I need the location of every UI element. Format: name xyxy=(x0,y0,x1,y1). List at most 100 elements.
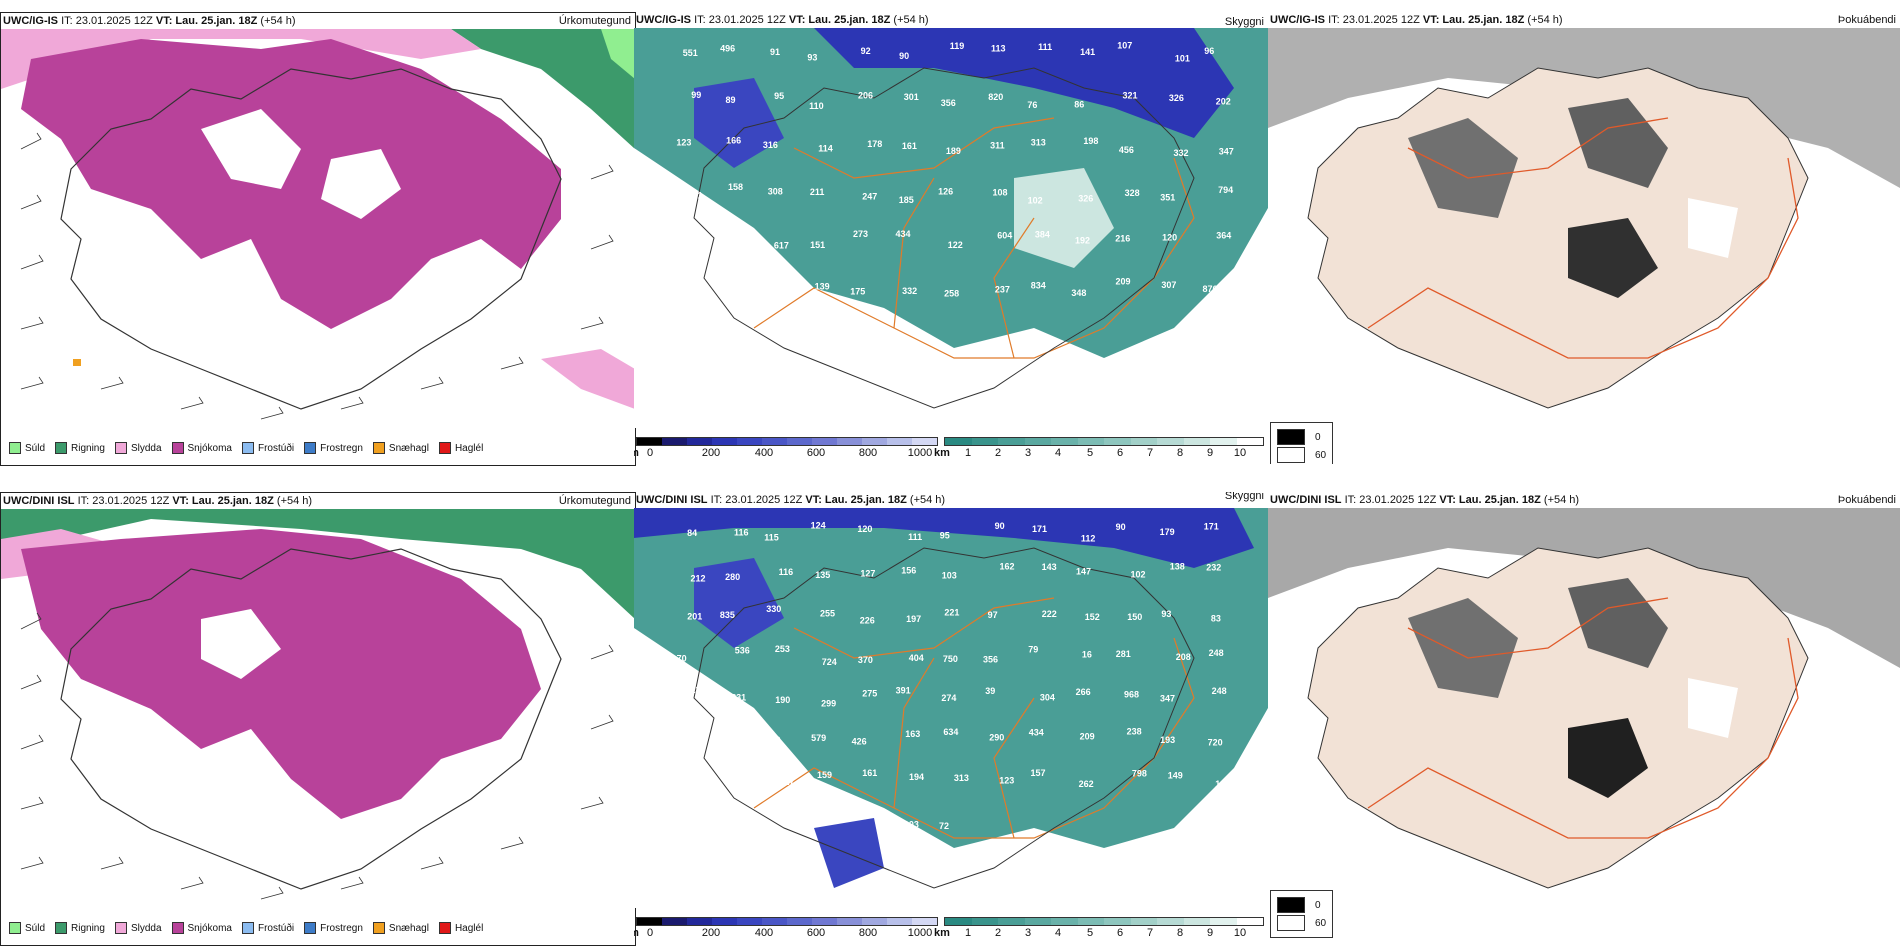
valid-time: VT: Lau. 25.jan. 18Z xyxy=(1422,14,1525,26)
ceiling-label: 127 xyxy=(860,568,875,578)
model-name: UWC/IG-IS xyxy=(636,14,691,26)
ceiling-label: 70 xyxy=(677,654,687,664)
ceiling-label: 332 xyxy=(902,286,917,296)
ceiling-label: 231 xyxy=(691,685,706,695)
colorbar-swatch xyxy=(737,438,762,445)
ceiling-label: 395 xyxy=(852,812,867,822)
init-time: IT: 23.01.2025 12Z xyxy=(61,15,153,27)
vis-tick: 3 xyxy=(1024,927,1032,939)
ceiling-label: 273 xyxy=(853,229,868,239)
ceiling-label: 347 xyxy=(819,814,834,824)
ceiling-label: 274 xyxy=(941,693,956,703)
ceiling-label: 102 xyxy=(1028,195,1043,205)
init-time: IT: 23.01.2025 12Z xyxy=(710,494,803,506)
ceiling-label: 280 xyxy=(725,572,740,582)
ceiling-label: 426 xyxy=(852,736,867,746)
ceiling-label: 434 xyxy=(896,229,911,239)
panel-header: UWC/DINI ISL IT: 23.01.2025 12Z VT: Lau.… xyxy=(3,495,312,507)
legend-item-hail: Haglél xyxy=(438,442,483,454)
lead-time: (+54 h) xyxy=(909,494,946,506)
ceiling-label: 175 xyxy=(850,286,865,296)
iceland-outline xyxy=(60,68,562,410)
ceiling-label: 122 xyxy=(948,240,963,250)
ceiling-label: 124 xyxy=(811,521,826,531)
ceiling-label: 135 xyxy=(815,570,830,580)
model-name: UWC/IG-IS xyxy=(1270,14,1325,26)
precip-map xyxy=(1,509,635,909)
panel-title: Þokuábendi xyxy=(1837,14,1896,26)
fog-low-swatch xyxy=(1277,429,1305,445)
iceland-outline xyxy=(693,67,1195,409)
ceiling-label: 201 xyxy=(687,612,702,622)
ceiling-label: 92 xyxy=(861,46,871,56)
colorbar-swatch xyxy=(1183,918,1210,925)
ceiling-tick: 1000 xyxy=(907,447,933,459)
roads xyxy=(753,117,1195,359)
ceiling-label: 101 xyxy=(1175,54,1190,64)
colorbar-swatch xyxy=(1051,438,1078,445)
ceiling-label: 750 xyxy=(943,654,958,664)
ceiling-label: 113 xyxy=(991,43,1006,53)
panel-header: UWC/IG-IS IT: 23.01.2025 12Z VT: Lau. 25… xyxy=(1270,14,1563,26)
ceiling-label: 91 xyxy=(770,47,780,57)
colorbar-swatch xyxy=(1024,438,1051,445)
ceiling-label: 328 xyxy=(1125,188,1140,198)
vis-tick: 7 xyxy=(1146,447,1154,459)
legend-item-sleet: Slydda xyxy=(114,442,162,454)
ceiling-label: 195 xyxy=(677,731,692,741)
ceiling-label: 116 xyxy=(779,567,794,577)
colorbar-swatch xyxy=(998,438,1025,445)
ceiling-label: 190 xyxy=(775,695,790,705)
colorbar-swatch xyxy=(945,438,972,445)
ceiling-tick: 600 xyxy=(806,447,826,459)
ceiling-label: 16 xyxy=(1082,649,1092,659)
valid-time: VT: Lau. 25.jan. 18Z xyxy=(172,495,274,507)
ceiling-label: 831 xyxy=(731,692,746,702)
colorbar-swatch xyxy=(1130,438,1157,445)
ceiling-label: 76 xyxy=(1027,100,1037,110)
ceiling-label: 384 xyxy=(1035,229,1050,239)
ceiling-label: 496 xyxy=(720,43,735,53)
precip-map xyxy=(1,29,635,429)
ceiling-label: 90 xyxy=(899,51,909,61)
ceiling-label: 170 xyxy=(680,779,695,789)
fog-shading xyxy=(1568,98,1668,188)
ceiling-label: 216 xyxy=(1115,234,1130,244)
fog-map xyxy=(1268,508,1900,908)
low-ceiling-area xyxy=(634,508,1254,568)
ceiling-label: 110 xyxy=(809,101,824,111)
ceiling-tick: 200 xyxy=(701,447,721,459)
ceiling-label: 330 xyxy=(766,604,781,614)
ceiling-label: 313 xyxy=(954,773,969,783)
ceiling-label: 161 xyxy=(862,768,877,778)
colorbar-swatch xyxy=(662,438,687,445)
ceiling-label: 197 xyxy=(906,614,921,624)
ceiling-label: 120 xyxy=(857,524,872,534)
ceiling-label: 161 xyxy=(902,141,917,151)
ceiling-label: 97 xyxy=(988,610,998,620)
ceiling-label: 111 xyxy=(908,532,922,542)
fog-shading xyxy=(1688,198,1738,258)
ceiling-label: 248 xyxy=(1212,686,1227,696)
fog-map xyxy=(1268,28,1900,428)
vis-tick: 9 xyxy=(1206,927,1214,939)
ceiling-label: 253 xyxy=(775,644,790,654)
ceiling-label: 96 xyxy=(1204,46,1214,56)
panel-header: UWC/DINI ISL IT: 23.01.2025 12Z VT: Lau.… xyxy=(636,494,945,506)
colorbar-swatch xyxy=(662,918,687,925)
colorbar-swatch xyxy=(787,918,812,925)
ceiling-label: 86 xyxy=(1074,100,1084,110)
ceiling-labels: 84 116 115 124 120 111 95 90 171 112 90 179 171 212 28… xyxy=(676,521,1230,832)
ceiling-label: 103 xyxy=(904,819,919,829)
fog-high-swatch xyxy=(1277,915,1305,931)
panel-title: Úrkomutegund xyxy=(558,495,631,507)
visibility-colorbar: km 1 2 3 4 5 6 7 8 9 10 xyxy=(934,437,1264,460)
fog-panel-top: UWC/IG-IS IT: 23.01.2025 12Z VT: Lau. 25… xyxy=(1268,12,1900,464)
legend-item-snow-pellets: Snæhagl xyxy=(372,442,429,454)
ceiling-labels: 551 496 91 93 92 90 119 113 111 141 107 101 96 99 89 95… xyxy=(674,41,1233,346)
ceiling-label: 356 xyxy=(941,98,956,108)
ceiling-label: 404 xyxy=(909,653,924,663)
fog-shading xyxy=(1268,28,1900,188)
ceiling-label: 266 xyxy=(1076,687,1091,697)
ceiling-label: 55 xyxy=(728,336,738,346)
